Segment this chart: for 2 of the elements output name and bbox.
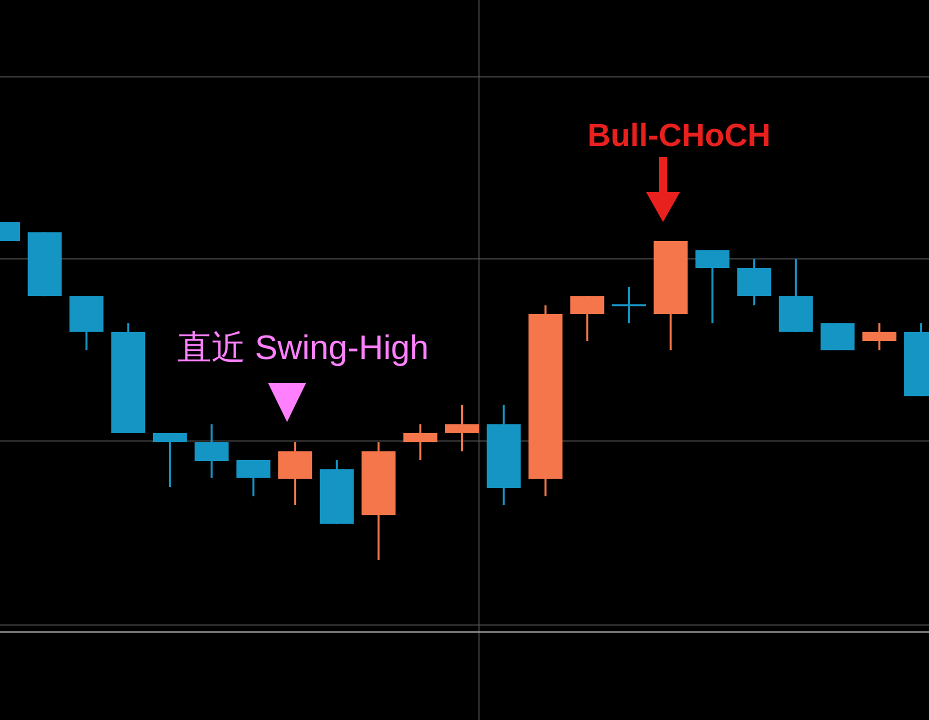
text: Bull-CHoCH: [587, 117, 771, 153]
annotation: 直近 Swing-High: [177, 329, 429, 367]
